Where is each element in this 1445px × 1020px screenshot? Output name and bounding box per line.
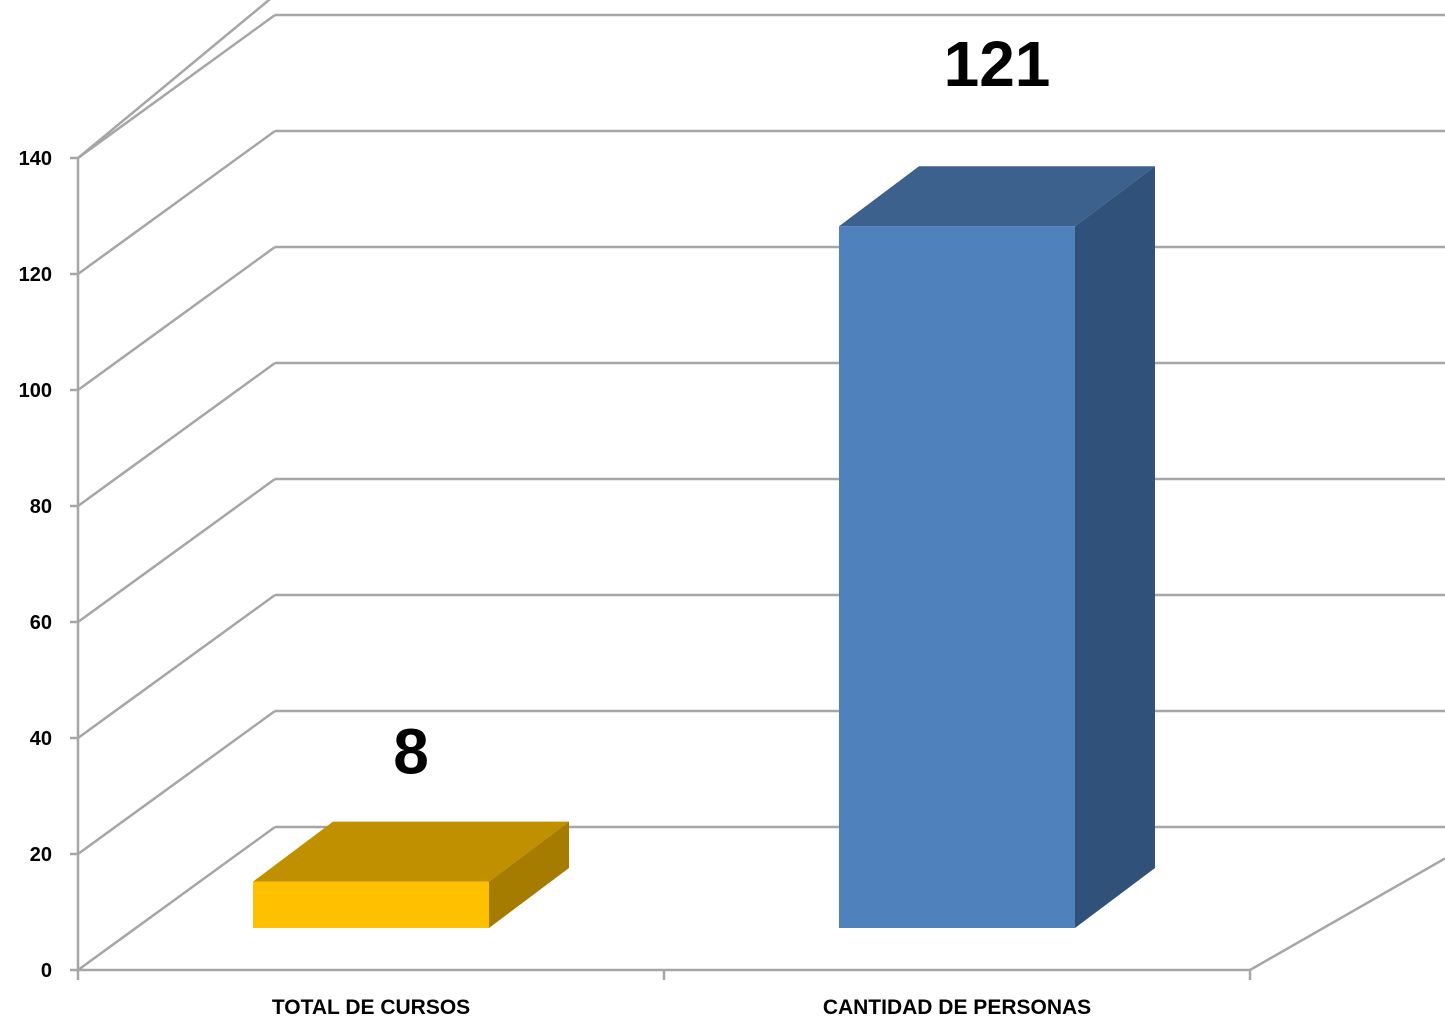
axes (70, 156, 1252, 980)
y-tick-label: 140 (19, 148, 52, 170)
bar-front-face (839, 226, 1075, 928)
data-label: 121 (944, 28, 1051, 100)
bar-front-face (253, 881, 489, 928)
floor-right-edge (1249, 857, 1445, 972)
gridline-side-100 (77, 245, 276, 392)
gridline-side-80 (77, 361, 276, 508)
bar-side-face (489, 821, 569, 928)
gridline-side-60 (77, 477, 276, 624)
gridline-side-40 (77, 593, 276, 740)
y-tick-label: 0 (41, 960, 52, 982)
bar-cantidad-de-personas (839, 166, 1155, 928)
wall-top-edge (77, 0, 271, 159)
bars (253, 166, 1155, 928)
bar-top-face (253, 821, 569, 882)
gridlines (77, 0, 1445, 972)
gridline-side-20 (77, 709, 276, 856)
bar-side-face (1075, 166, 1155, 928)
y-tick-label: 100 (19, 380, 52, 402)
data-label: 8 (393, 716, 429, 788)
y-tick-label: 20 (30, 844, 52, 866)
gridline-side-120 (77, 129, 276, 276)
gridline-side-0 (77, 825, 276, 972)
x-category-label: TOTAL DE CURSOS (272, 996, 470, 1019)
labels: 0 20 40 60 80 100 120 140 8 TOTAL DE CURSOS 121 CAN… (19, 28, 1092, 1019)
y-tick-label: 120 (19, 264, 52, 286)
bar-total-de-cursos (253, 821, 569, 928)
gridline-side-140 (77, 13, 276, 160)
y-tick-label: 60 (30, 612, 52, 634)
bar-top-face (839, 166, 1155, 227)
y-tick-label: 40 (30, 728, 52, 750)
y-tick-label: 80 (30, 496, 52, 518)
x-category-label: CANTIDAD DE PERSONAS (823, 996, 1091, 1019)
